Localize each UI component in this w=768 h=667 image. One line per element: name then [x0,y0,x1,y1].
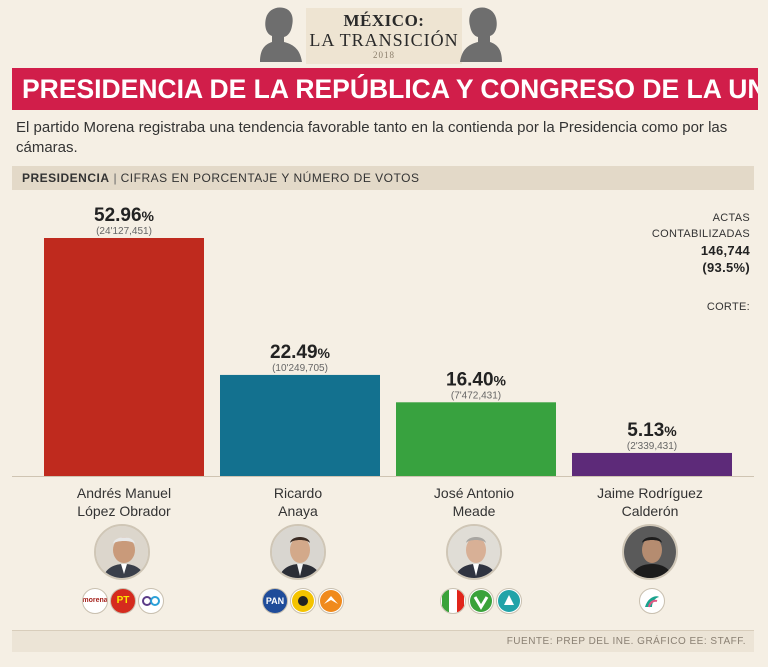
panal-party-icon [496,588,522,614]
prd-party-icon [290,588,316,614]
value-label-3: 5.13% [627,420,677,441]
person-icon [448,526,500,578]
pvem-party-icon [468,588,494,614]
pes-party-icon [138,588,164,614]
source-footer: FUENTE: PREP DEL INE. GRÁFICO EE: STAFF. [12,630,754,652]
actas-label-line1: ACTAS [712,212,750,224]
actas-label-line2: CONTABILIZADAS [651,228,750,240]
mc-party-icon [318,588,344,614]
party-logos-3 [639,588,665,614]
kicker-block: MÉXICO: LA TRANSICIÓN 2018 [306,8,462,64]
morena-party-icon: morena [82,588,108,614]
value-label-0: 52.96% [94,205,155,226]
kicker-line2: LA TRANSICIÓN [309,30,459,50]
kicker-line1: MÉXICO: [343,11,425,30]
bar-3 [572,452,732,476]
actas-percent: (93.5%) [702,260,750,275]
corte-label: CORTE: [706,301,750,313]
section-separator: | [113,171,117,185]
candidate-portrait-2 [446,524,502,580]
intro-text: El partido Morena registraba una tendenc… [16,119,728,156]
pri-party-icon [440,588,466,614]
party-logos-1: PAN [262,588,344,614]
right-silhouette-icon [460,7,502,62]
left-silhouette-icon [260,7,302,62]
value-label-1: 22.49% [270,342,331,363]
section-subtitle: CIFRAS EN PORCENTAJE Y NÚMERO DE VOTOS [120,171,420,185]
votes-label-3: (2'339,431) [627,441,677,452]
candidate-portrait-0 [94,524,150,580]
party-logos-0: morena PT [82,588,164,614]
candidate-name-0: Andrés Manuel López Obrador [76,485,172,519]
value-label-2: 16.40% [446,369,507,390]
person-icon [96,526,148,578]
masthead: MÉXICO: LA TRANSICIÓN 2018 [0,0,768,68]
bar-1 [220,374,380,476]
actas-count: 146,744 [700,243,750,258]
pan-party-icon: PAN [262,588,288,614]
votes-label-1: (10'249,705) [272,363,328,374]
section-header: PRESIDENCIA | CIFRAS EN PORCENTAJE Y NÚMER… [12,166,754,190]
page-title: PRESIDENCIA DE LA REPÚBLICA Y CONGRESO D… [12,68,758,110]
bar-0 [44,238,204,476]
candidate-name-2: José Antonio Meade [433,485,515,519]
candidate-portrait-3 [622,524,678,580]
candidate-portrait-1 [270,524,326,580]
actas-block: ACTAS CONTABILIZADAS 146,744 (93.5%) [652,210,750,276]
votes-label-0: (24'127,451) [96,226,152,237]
candidate-name-1: Ricardo Anaya [273,485,323,519]
section-title: PRESIDENCIA [22,171,110,185]
person-icon [272,526,324,578]
pt-party-icon: PT [110,588,136,614]
independent-icon [639,588,665,614]
votes-label-2: (7'472,431) [451,390,501,401]
party-logos-2 [440,588,522,614]
bar-2 [396,402,556,476]
person-icon [624,526,676,578]
candidate-name-3: Jaime Rodríguez Calderón [597,485,703,519]
kicker-year: 2018 [373,50,395,60]
